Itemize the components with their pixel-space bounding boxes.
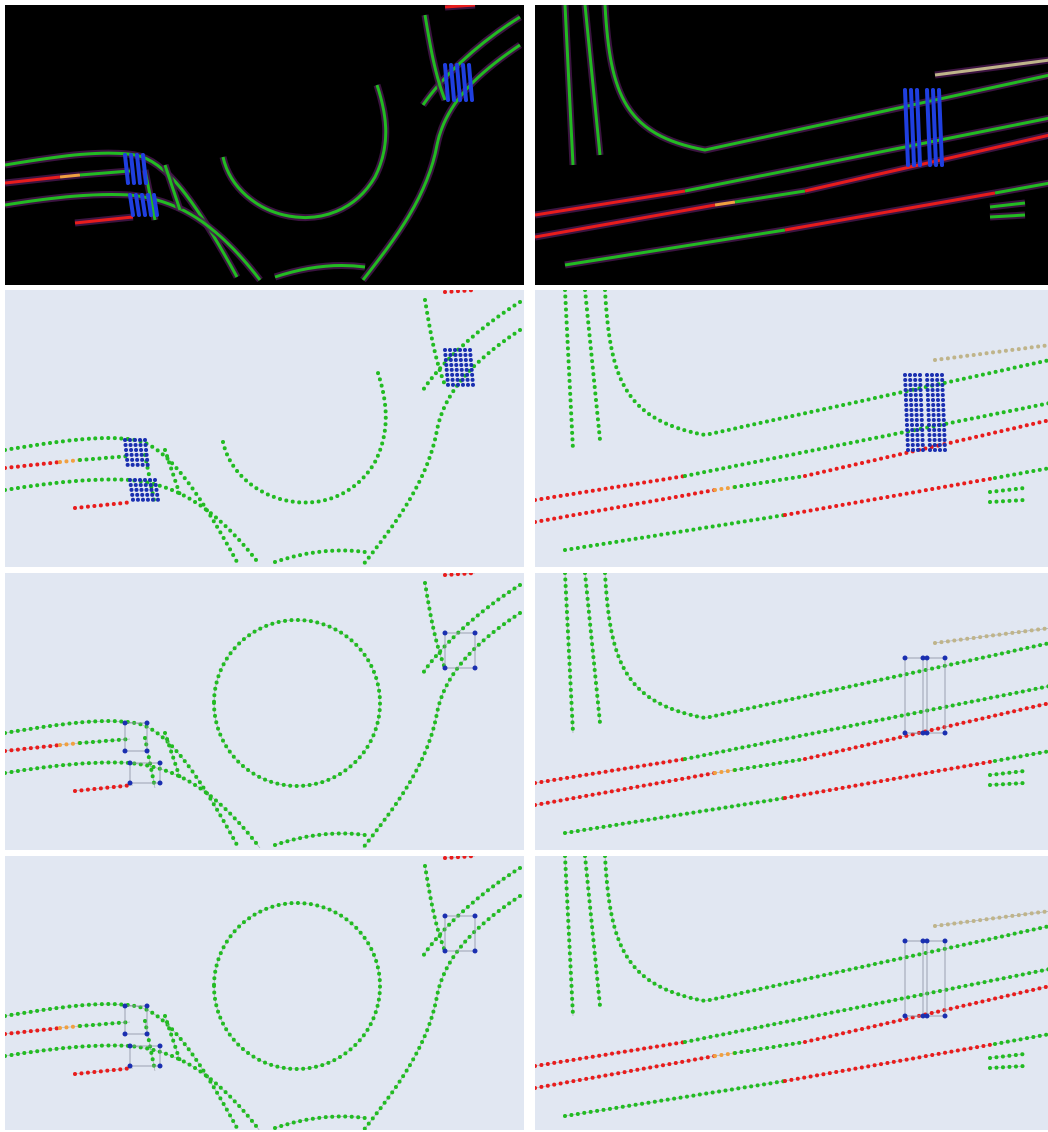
- crosswalk-corner: [128, 1044, 133, 1049]
- panel: [5, 290, 524, 567]
- figure: [0, 0, 1048, 1132]
- crosswalk-corner: [123, 1032, 128, 1037]
- crosswalk-corner: [943, 731, 948, 736]
- crosswalk-corner: [473, 949, 478, 954]
- crosswalk-corner: [158, 761, 163, 766]
- crosswalk-corner: [128, 1064, 133, 1069]
- crosswalk-corner: [145, 1032, 150, 1037]
- panel-background: [535, 573, 1048, 850]
- crosswalk-corner: [128, 781, 133, 786]
- crosswalk-corner: [158, 781, 163, 786]
- crosswalk-corner: [943, 656, 948, 661]
- crosswalk-corner: [145, 721, 150, 726]
- panel-background: [535, 290, 1048, 567]
- crosswalk-corner: [128, 761, 133, 766]
- crosswalk-corner: [145, 1004, 150, 1009]
- crosswalk-corner: [925, 656, 930, 661]
- crosswalk-corner: [903, 1014, 908, 1019]
- crosswalk-corner: [123, 1004, 128, 1009]
- crosswalk-corner: [473, 631, 478, 636]
- crosswalk-corner: [443, 631, 448, 636]
- panel: [535, 290, 1048, 567]
- panel: [5, 5, 524, 285]
- crosswalk-corner: [903, 731, 908, 736]
- panel: [535, 856, 1048, 1130]
- map-line: [60, 175, 80, 177]
- panel: [535, 573, 1048, 850]
- crosswalk-corner: [123, 721, 128, 726]
- panel-background: [535, 856, 1048, 1130]
- panel: [5, 573, 524, 850]
- panel: [535, 5, 1048, 285]
- crosswalk-corner: [903, 656, 908, 661]
- crosswalk-corner: [443, 666, 448, 671]
- panel-background: [5, 573, 524, 850]
- panel: [5, 856, 524, 1131]
- crosswalk-corner: [925, 1014, 930, 1019]
- crosswalk-corner: [473, 914, 478, 919]
- crosswalk-corner: [443, 914, 448, 919]
- crosswalk-corner: [145, 749, 150, 754]
- crosswalk-corner: [158, 1044, 163, 1049]
- crosswalk-corner: [443, 949, 448, 954]
- crosswalk-corner: [943, 939, 948, 944]
- crosswalk-corner: [903, 939, 908, 944]
- map-line: [445, 5, 475, 7]
- panel-background: [5, 5, 524, 285]
- map-line: [990, 215, 1025, 217]
- crosswalk-corner: [943, 1014, 948, 1019]
- panel-background: [5, 856, 524, 1130]
- page: (() => { JSON.parse(document.getElementB…: [0, 0, 1048, 1132]
- crosswalk-corner: [473, 666, 478, 671]
- crosswalk-corner: [925, 731, 930, 736]
- crosswalk-corner: [158, 1064, 163, 1069]
- crosswalk-corner: [123, 749, 128, 754]
- crosswalk-corner: [925, 939, 930, 944]
- panel-background: [5, 290, 524, 567]
